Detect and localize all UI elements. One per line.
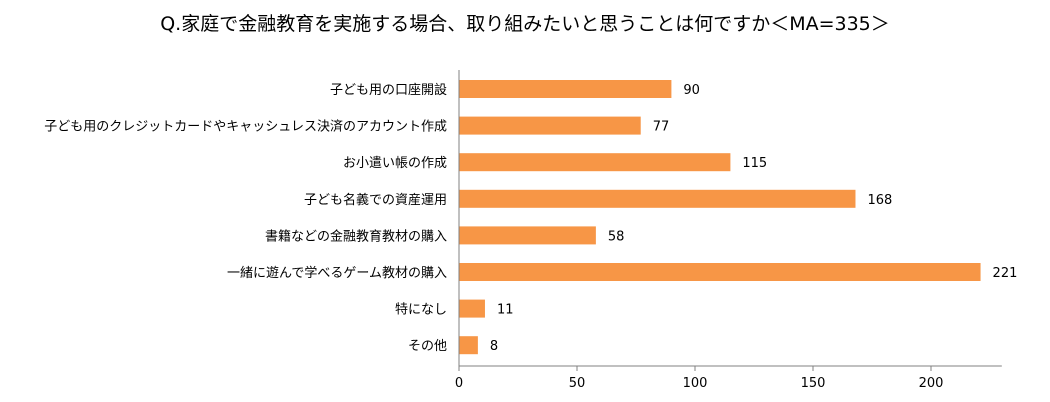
category-label-1: 子ども用のクレジットカードやキャッシュレス決済のアカウント作成 xyxy=(44,119,447,135)
value-label-5: 221 xyxy=(993,266,1018,281)
category-label-0: 子ども用の口座開設 xyxy=(330,82,447,98)
value-label-0: 90 xyxy=(683,83,700,98)
bars-layer xyxy=(459,80,981,355)
category-label-3: 子ども名義での資産運用 xyxy=(304,192,447,208)
category-label-4: 書籍などの金融教育教材の購入 xyxy=(265,228,447,244)
category-label-5: 一緒に遊んで学べるゲーム教材の購入 xyxy=(227,265,447,281)
x-tick-label-3: 150 xyxy=(801,376,826,391)
bar-7 xyxy=(459,336,478,355)
bar-0 xyxy=(459,80,672,98)
x-axis: 0 50 100 150 200 xyxy=(455,70,1002,391)
category-label-2: お小遣い帳の作成 xyxy=(343,156,447,171)
bar-1 xyxy=(459,116,641,135)
x-tick-label-2: 100 xyxy=(683,376,708,391)
category-label-6: 特になし xyxy=(395,303,447,318)
bar-4 xyxy=(459,226,596,245)
x-tick-label-0: 0 xyxy=(455,376,463,391)
value-label-3: 168 xyxy=(867,193,892,208)
category-label-7: その他 xyxy=(408,339,447,354)
value-label-2: 115 xyxy=(742,156,767,171)
chart-title: Q.家庭で金融教育を実施する場合、取り組みたいと思うことは何ですか＜MA=335… xyxy=(160,13,890,35)
value-label-6: 11 xyxy=(497,303,514,318)
x-tick-label-4: 200 xyxy=(919,376,944,391)
bar-2 xyxy=(459,153,731,172)
bar-3 xyxy=(459,189,856,208)
value-label-4: 58 xyxy=(608,229,625,244)
x-tick-label-1: 50 xyxy=(569,376,586,391)
bar-6 xyxy=(459,299,485,318)
value-label-1: 77 xyxy=(653,120,670,135)
value-label-7: 8 xyxy=(490,339,498,354)
labels-layer: 子ども用の口座開設 90 子ども用のクレジットカードやキャッシュレス決済のアカウント… xyxy=(44,82,1017,354)
bar-5 xyxy=(459,263,981,281)
